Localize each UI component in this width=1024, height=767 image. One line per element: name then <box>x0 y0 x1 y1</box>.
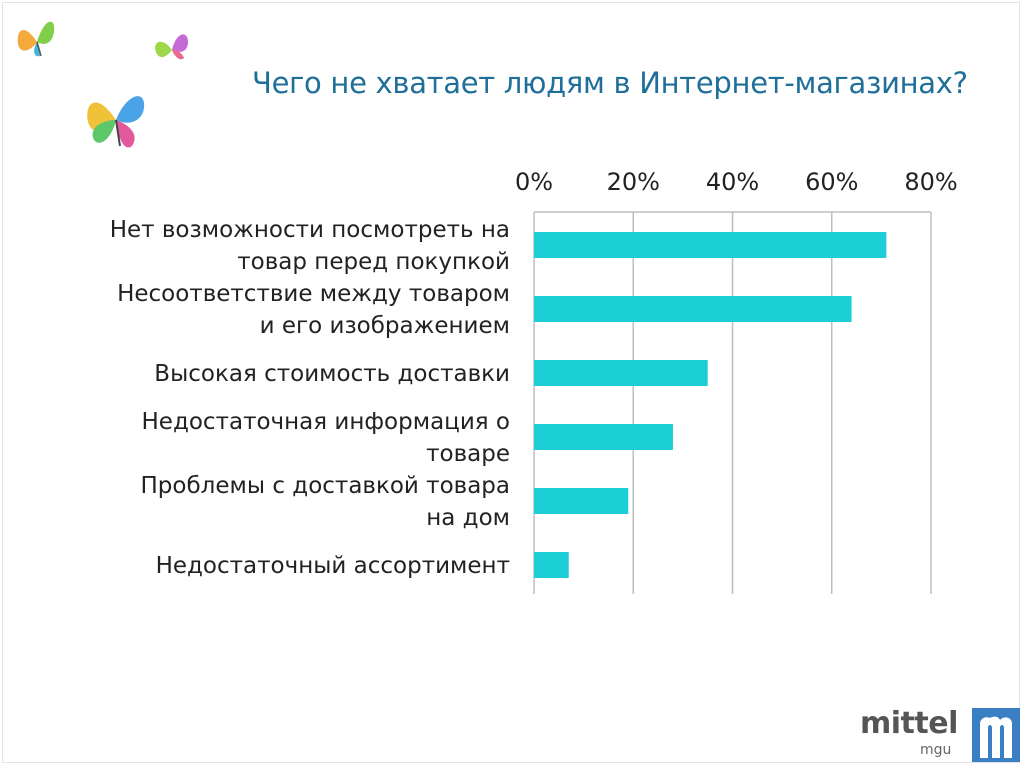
category-label: на дом <box>426 505 510 531</box>
bar <box>534 232 887 258</box>
category-label: Несоответствие между товаром <box>117 281 510 307</box>
logo-subtext: mgu <box>920 742 952 758</box>
category-label: товаре <box>426 441 510 467</box>
logo-wordmark: mittel <box>860 706 958 741</box>
tick-label: 40% <box>706 168 759 196</box>
butterfly-icon <box>87 96 145 148</box>
tick-label: 0% <box>515 168 553 196</box>
tick-label: 80% <box>904 168 957 196</box>
category-label: Высокая стоимость доставки <box>154 361 510 387</box>
category-label: Нет возможности посмотреть на <box>110 217 510 243</box>
category-label: Недостаточная информация о <box>142 409 510 435</box>
tick-label: 60% <box>805 168 858 196</box>
category-label: Недостаточный ассортимент <box>156 553 510 579</box>
category-label: и его изображением <box>260 313 510 339</box>
bar <box>534 552 569 578</box>
butterfly-icon <box>155 34 188 60</box>
bar <box>534 488 629 514</box>
page-title: Чего не хватает людям в Интернет-магазин… <box>252 66 968 100</box>
category-label: Проблемы с доставкой товара <box>141 473 510 499</box>
butterfly-icon <box>17 21 55 57</box>
m-logo-icon <box>972 708 1020 762</box>
bar <box>534 296 852 322</box>
bar <box>534 424 673 450</box>
tick-label: 20% <box>607 168 660 196</box>
bar <box>534 360 708 386</box>
category-label: товар перед покупкой <box>237 249 510 275</box>
brand-logo: mittel mgu <box>860 706 1022 764</box>
